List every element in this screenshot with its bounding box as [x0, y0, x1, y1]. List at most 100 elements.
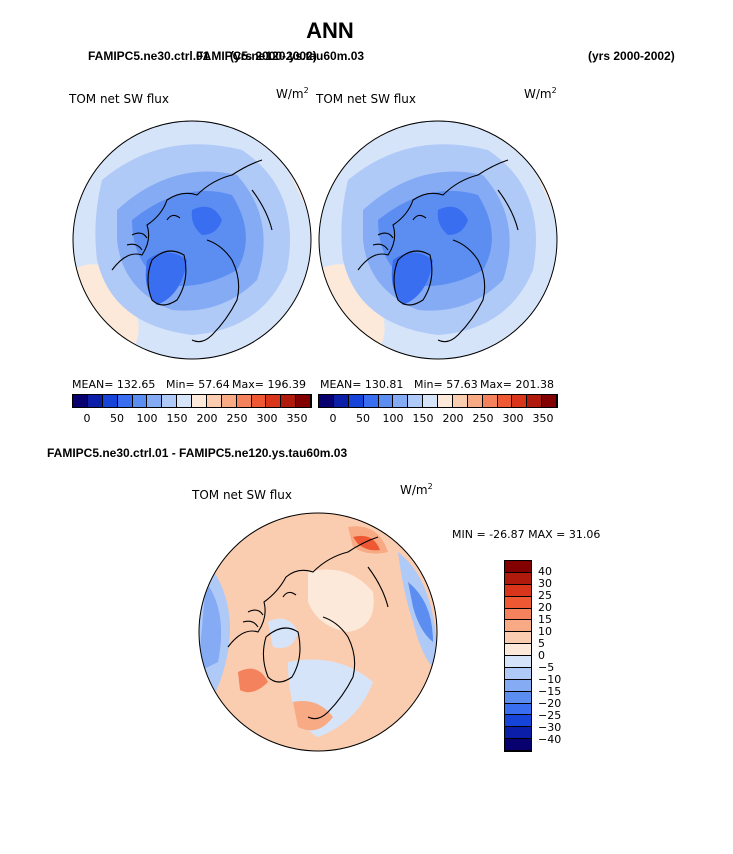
- colorbar-swatch: [319, 395, 334, 407]
- panel1-colorbar-ticks: 0 50 100 150 200 250 300 350: [72, 412, 312, 426]
- colorbar-swatch: [467, 395, 483, 407]
- colorbar-swatch: [192, 395, 207, 407]
- panel2-colorbar: [318, 394, 558, 408]
- diff-units: W/m2: [400, 482, 433, 497]
- colorbar-swatch: [333, 395, 349, 407]
- panel1-polar-map: [72, 120, 312, 360]
- colorbar-tick-label: 100: [382, 412, 404, 425]
- right-case-name: FAMIPC5.ne120.ys.tau60m.03: [196, 49, 365, 63]
- diff-label: TOM net SW flux: [192, 488, 293, 502]
- colorbar-swatch: [393, 395, 409, 407]
- colorbar-tick-label: 200: [196, 412, 218, 425]
- colorbar-swatch: [236, 395, 252, 407]
- colorbar-tick-label: −20: [538, 697, 562, 710]
- colorbar-swatch: [221, 395, 237, 407]
- diff-min-max: MIN = -26.87 MAX = 31.06: [452, 528, 601, 541]
- colorbar-swatch: [296, 395, 311, 407]
- colorbar-swatch: [206, 395, 222, 407]
- right-case-years: (yrs 2000-2002): [588, 49, 675, 63]
- colorbar-swatch: [505, 679, 531, 692]
- colorbar-swatch: [348, 395, 364, 407]
- colorbar-tick-label: 50: [110, 412, 124, 425]
- colorbar-tick-label: 50: [356, 412, 370, 425]
- colorbar-swatch: [505, 691, 531, 704]
- colorbar-tick-label: −5: [538, 661, 555, 674]
- diff-colorbar: [504, 560, 532, 752]
- colorbar-swatch: [147, 395, 163, 407]
- colorbar-swatch: [505, 727, 531, 740]
- colorbar-swatch: [505, 644, 531, 656]
- panel1-colorbar: [72, 394, 312, 408]
- colorbar-tick-label: 15: [538, 613, 552, 626]
- colorbar-tick-label: −15: [538, 685, 562, 698]
- diff-polar-map: [198, 512, 438, 752]
- colorbar-swatch: [266, 395, 282, 407]
- colorbar-tick-label: 25: [538, 589, 552, 602]
- colorbar-swatch: [378, 395, 394, 407]
- panel1-units: W/m2: [276, 86, 309, 101]
- colorbar-swatch: [482, 395, 498, 407]
- colorbar-tick-label: 350: [532, 412, 554, 425]
- colorbar-tick-label: 200: [442, 412, 464, 425]
- colorbar-tick-label: 300: [502, 412, 524, 425]
- colorbar-swatch: [281, 395, 297, 407]
- colorbar-swatch: [102, 395, 118, 407]
- colorbar-swatch: [505, 584, 531, 597]
- colorbar-tick-label: 0: [538, 649, 545, 662]
- colorbar-swatch: [505, 715, 531, 728]
- panel1-mean: MEAN= 132.65: [72, 378, 156, 391]
- colorbar-tick-label: 5: [538, 637, 545, 650]
- colorbar-tick-label: 0: [83, 412, 91, 425]
- colorbar-tick-label: −25: [538, 709, 562, 722]
- colorbar-tick-label: −40: [538, 733, 562, 746]
- colorbar-swatch: [512, 395, 528, 407]
- panel1-label: TOM net SW flux: [69, 92, 170, 106]
- diff-colorbar-ticks: 40 30 25 20 15 10 5 0 −5 −10 −15 −20 −25 −30 −40: [538, 560, 578, 752]
- colorbar-swatch: [505, 656, 531, 668]
- colorbar-tick-label: 250: [472, 412, 494, 425]
- panel1-min: Min= 57.64: [166, 378, 230, 391]
- colorbar-swatch: [505, 667, 531, 680]
- left-case-name: FAMIPC5.ne30.ctrl.01: [88, 49, 210, 63]
- colorbar-tick-label: −30: [538, 721, 562, 734]
- colorbar-swatch: [117, 395, 133, 407]
- panel2-min: Min= 57.63: [414, 378, 478, 391]
- panel1-max: Max= 196.39: [232, 378, 306, 391]
- panel2-label: TOM net SW flux: [316, 92, 417, 106]
- colorbar-swatch: [363, 395, 379, 407]
- colorbar-swatch: [423, 395, 438, 407]
- colorbar-swatch: [542, 395, 557, 407]
- colorbar-tick-label: 350: [286, 412, 308, 425]
- colorbar-tick-label: 10: [538, 625, 552, 638]
- diff-title: FAMIPC5.ne30.ctrl.01 - FAMIPC5.ne120.ys.…: [47, 446, 348, 460]
- colorbar-tick-label: 100: [136, 412, 158, 425]
- colorbar-swatch: [527, 395, 543, 407]
- colorbar-swatch: [505, 561, 531, 573]
- colorbar-tick-label: −10: [538, 673, 562, 686]
- colorbar-tick-label: 250: [226, 412, 248, 425]
- main-title: ANN: [306, 18, 354, 43]
- colorbar-tick-label: 0: [329, 412, 337, 425]
- colorbar-swatch: [505, 620, 531, 633]
- left-case-years: (yrs 2000-2002): [230, 49, 317, 63]
- colorbar-swatch: [73, 395, 88, 407]
- colorbar-swatch: [505, 596, 531, 609]
- colorbar-tick-label: 30: [538, 577, 552, 590]
- panel2-units: W/m2: [524, 86, 557, 101]
- colorbar-swatch: [505, 608, 531, 621]
- colorbar-swatch: [438, 395, 453, 407]
- colorbar-swatch: [177, 395, 192, 407]
- colorbar-swatch: [497, 395, 513, 407]
- colorbar-swatch: [505, 572, 531, 585]
- colorbar-swatch: [162, 395, 178, 407]
- colorbar-tick-label: 150: [412, 412, 434, 425]
- colorbar-tick-label: 150: [166, 412, 188, 425]
- colorbar-tick-label: 40: [538, 565, 552, 578]
- colorbar-swatch: [251, 395, 267, 407]
- colorbar-tick-label: 300: [256, 412, 278, 425]
- colorbar-swatch: [87, 395, 103, 407]
- colorbar-tick-label: 20: [538, 601, 552, 614]
- panel2-mean: MEAN= 130.81: [320, 378, 404, 391]
- panel2-polar-map: [318, 120, 558, 360]
- colorbar-swatch: [132, 395, 148, 407]
